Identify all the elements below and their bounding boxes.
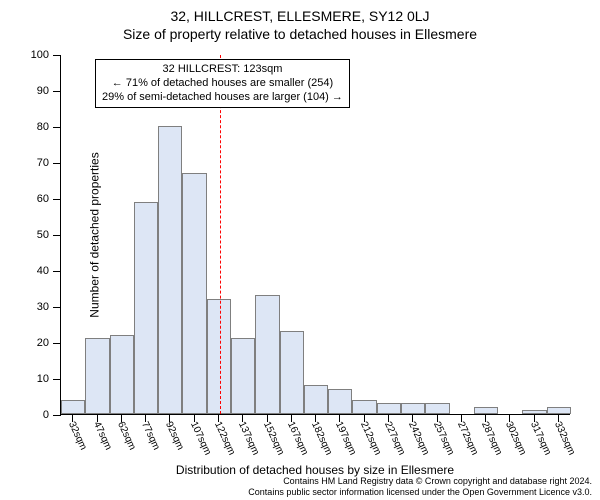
y-tick-label: 100 — [31, 49, 49, 61]
x-tick-label: 182sqm — [309, 420, 334, 457]
y-tick — [53, 343, 61, 344]
annotation-line: 29% of semi-detached houses are larger (… — [102, 91, 343, 105]
x-tick-label: 212sqm — [358, 420, 383, 457]
footer-line-1: Contains HM Land Registry data © Crown c… — [248, 476, 592, 487]
y-tick — [53, 235, 61, 236]
y-tick-label: 0 — [43, 409, 49, 421]
histogram-bar — [304, 385, 328, 414]
x-tick-label: 302sqm — [503, 420, 528, 457]
footer-attribution: Contains HM Land Registry data © Crown c… — [248, 476, 592, 498]
annotation-box: 32 HILLCREST: 123sqm← 71% of detached ho… — [95, 59, 350, 108]
histogram-bar — [110, 335, 134, 414]
x-axis-label: Distribution of detached houses by size … — [176, 463, 454, 477]
histogram-bar — [474, 407, 498, 414]
histogram-bar — [425, 403, 449, 414]
y-tick-label: 20 — [37, 337, 49, 349]
y-tick-label: 90 — [37, 85, 49, 97]
x-tick-label: 167sqm — [285, 420, 310, 457]
histogram-bar — [280, 331, 304, 414]
x-tick-label: 227sqm — [382, 420, 407, 457]
x-tick-label: 317sqm — [528, 420, 553, 457]
x-tick-label: 242sqm — [406, 420, 431, 457]
x-tick-label: 332sqm — [552, 420, 577, 457]
y-tick — [53, 91, 61, 92]
histogram-bar — [352, 400, 376, 414]
x-tick-label: 287sqm — [479, 420, 504, 457]
x-tick-label: 32sqm — [66, 420, 89, 452]
histogram-plot: 010203040506070809010032sqm47sqm62sqm77s… — [60, 55, 570, 415]
y-tick — [53, 415, 61, 416]
x-tick-label: 257sqm — [431, 420, 456, 457]
y-tick-label: 70 — [37, 157, 49, 169]
annotation-line: 32 HILLCREST: 123sqm — [102, 63, 343, 77]
histogram-bar — [231, 338, 255, 414]
x-tick-label: 62sqm — [115, 420, 138, 452]
y-tick-label: 80 — [37, 121, 49, 133]
x-tick-label: 92sqm — [163, 420, 186, 452]
x-tick-label: 272sqm — [455, 420, 480, 457]
y-tick-label: 60 — [37, 193, 49, 205]
y-tick-label: 10 — [37, 373, 49, 385]
annotation-line: ← 71% of detached houses are smaller (25… — [102, 77, 343, 91]
x-tick-label: 122sqm — [212, 420, 237, 457]
y-tick — [53, 163, 61, 164]
y-tick — [53, 55, 61, 56]
y-tick — [53, 127, 61, 128]
histogram-bar — [182, 173, 206, 414]
x-tick-label: 152sqm — [261, 420, 286, 457]
y-tick — [53, 307, 61, 308]
histogram-bar — [377, 403, 401, 414]
y-tick-label: 30 — [37, 301, 49, 313]
chart-subtitle: Size of property relative to detached ho… — [0, 24, 600, 42]
chart-area: 010203040506070809010032sqm47sqm62sqm77s… — [60, 55, 570, 415]
y-tick — [53, 199, 61, 200]
histogram-bar — [134, 202, 158, 414]
reference-line — [220, 55, 221, 414]
y-tick-label: 50 — [37, 229, 49, 241]
histogram-bar — [255, 295, 279, 414]
y-tick-label: 40 — [37, 265, 49, 277]
y-tick — [53, 271, 61, 272]
y-axis-label: Number of detached properties — [88, 152, 102, 317]
histogram-bar — [547, 407, 571, 414]
x-tick-label: 47sqm — [91, 420, 114, 452]
histogram-bar — [328, 389, 352, 414]
histogram-bar — [158, 126, 182, 414]
histogram-bar — [61, 400, 85, 414]
histogram-bar — [85, 338, 109, 414]
chart-title-address: 32, HILLCREST, ELLESMERE, SY12 0LJ — [0, 0, 600, 24]
histogram-bar — [401, 403, 425, 414]
footer-line-2: Contains public sector information licen… — [248, 487, 592, 498]
x-tick-label: 197sqm — [333, 420, 358, 457]
y-tick — [53, 379, 61, 380]
x-tick-label: 77sqm — [139, 420, 162, 452]
x-tick-label: 137sqm — [236, 420, 261, 457]
x-tick-label: 107sqm — [188, 420, 213, 457]
